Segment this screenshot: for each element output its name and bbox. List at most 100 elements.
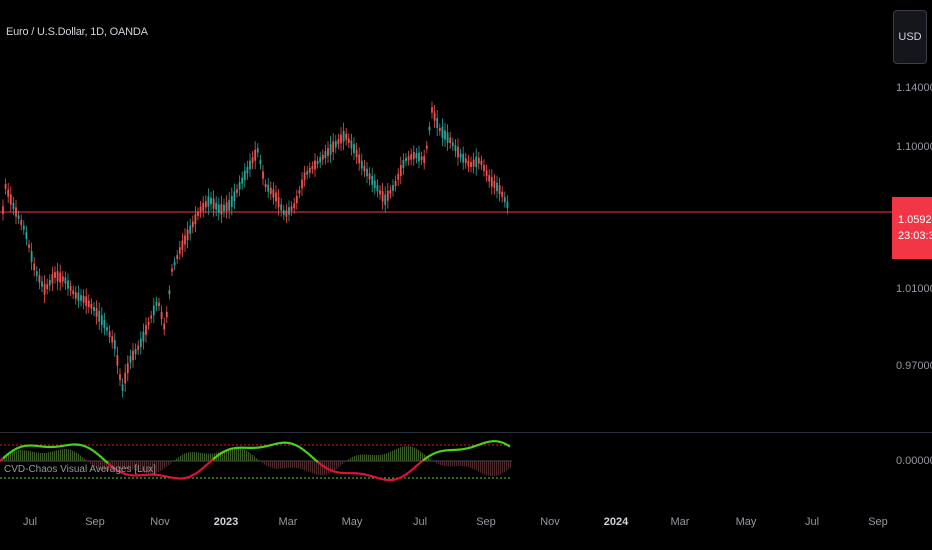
candle: [470, 156, 472, 173]
histogram-bar: [310, 461, 312, 473]
histogram-bar: [128, 461, 130, 469]
histogram-bar: [248, 451, 250, 461]
candle: [368, 167, 371, 186]
histogram-bar: [500, 461, 502, 475]
candle: [90, 298, 93, 315]
histogram-bar: [80, 455, 82, 461]
candle: [457, 138, 459, 166]
candle: [275, 185, 277, 209]
histogram-bar: [182, 454, 184, 461]
histogram-bar: [46, 452, 48, 461]
histogram-bar: [14, 451, 16, 461]
currency-button[interactable]: USD: [893, 10, 927, 64]
histogram-bar: [170, 461, 172, 464]
histogram-bar: [206, 453, 208, 461]
histogram-bar: [166, 461, 168, 467]
histogram-bar: [22, 449, 24, 461]
pane-separator[interactable]: [0, 432, 932, 433]
oscillator-line: [506, 443, 511, 448]
candle: [197, 207, 199, 221]
candle: [33, 257, 36, 277]
histogram-bar: [194, 452, 196, 461]
oscillator-line: [416, 462, 421, 467]
histogram-bar: [360, 454, 362, 461]
histogram-bar: [280, 461, 282, 469]
candle: [243, 163, 246, 188]
candle: [472, 152, 475, 174]
candle: [272, 182, 275, 205]
histogram-bar: [94, 461, 96, 467]
histogram-bar: [118, 461, 120, 470]
oscillator-line: [470, 445, 475, 449]
histogram-bar: [196, 452, 198, 461]
candle: [210, 191, 212, 211]
histogram-bar: [232, 447, 234, 461]
candle: [412, 145, 415, 166]
candle: [124, 364, 127, 392]
candle: [254, 141, 257, 170]
histogram-bar: [464, 461, 466, 467]
oscillator-line: [11, 448, 16, 453]
candle: [350, 133, 353, 156]
oscillator-line: [191, 473, 196, 477]
histogram-bar: [212, 453, 214, 461]
histogram-bar: [510, 461, 512, 468]
oscillator-line: [104, 459, 109, 464]
histogram-bar: [12, 452, 14, 461]
candle: [233, 183, 236, 209]
candle: [95, 300, 98, 325]
histogram-bar: [410, 446, 412, 461]
oscillator-line: [329, 468, 334, 473]
histogram-bar: [490, 461, 492, 477]
oscillator-line: [200, 466, 205, 471]
candle: [246, 160, 249, 180]
oscillator-line: [0, 457, 4, 462]
candle: [126, 355, 129, 382]
price-chart[interactable]: [0, 0, 932, 430]
candle: [316, 156, 319, 169]
candle: [418, 145, 420, 169]
indicator-name[interactable]: CVD-Chaos Visual Averages [Lux]: [4, 464, 156, 475]
price-axis-label: 1.01000: [896, 283, 932, 295]
candle: [449, 131, 452, 149]
oscillator-line: [215, 453, 220, 458]
oscillator-line: [395, 477, 400, 481]
histogram-bar: [418, 450, 420, 461]
candle: [308, 162, 311, 178]
candle: [4, 178, 7, 195]
histogram-bar: [454, 461, 456, 467]
histogram-bar: [90, 461, 92, 465]
candle: [321, 149, 324, 166]
candle: [485, 164, 488, 182]
candle: [199, 200, 202, 218]
candle: [501, 186, 504, 203]
candle: [9, 186, 12, 213]
histogram-bar: [100, 461, 102, 470]
oscillator-line: [362, 473, 367, 476]
candle: [111, 330, 114, 349]
histogram-bar: [136, 461, 138, 471]
candle: [410, 148, 413, 166]
histogram-bar: [228, 448, 230, 461]
oscillator-line: [293, 443, 298, 447]
candle: [480, 155, 483, 170]
histogram-bar: [304, 461, 306, 471]
histogram-bar: [446, 461, 448, 467]
histogram-bar: [84, 458, 86, 461]
time-axis-label: Mar: [670, 516, 690, 528]
histogram-bar: [496, 461, 498, 476]
candle: [285, 204, 288, 223]
candle: [129, 349, 132, 370]
symbol-title: Euro / U.S.Dollar, 1D, OANDA: [6, 26, 148, 38]
histogram-bar: [328, 461, 330, 474]
oscillator-line: [83, 444, 88, 449]
candle: [51, 266, 54, 292]
histogram-bar: [292, 461, 294, 468]
histogram-bar: [38, 452, 40, 461]
candle: [69, 280, 72, 297]
histogram-bar: [438, 461, 440, 465]
candle: [363, 159, 366, 178]
oscillator-line: [14, 446, 19, 451]
candle: [223, 198, 225, 218]
